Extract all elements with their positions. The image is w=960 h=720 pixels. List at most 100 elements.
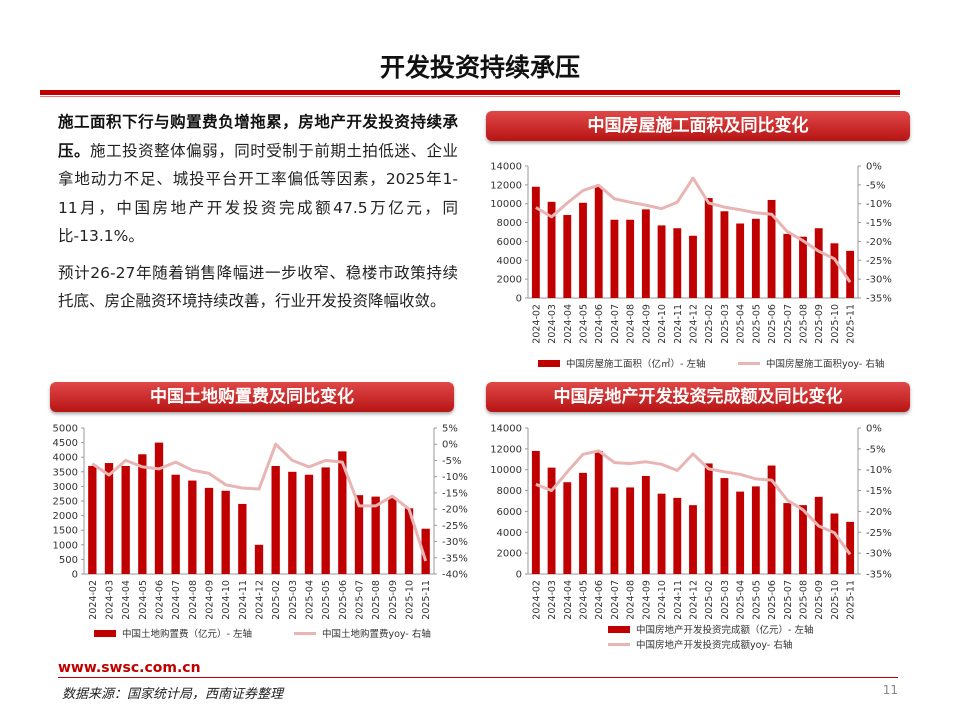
bar-2025-08	[799, 236, 807, 298]
left-tick-label: 4500	[53, 438, 78, 449]
paragraph-1-body: 施工投资整体偏弱，同时受制于前期土拍低迷、企业拿地动力不足、城投平台开工率偏低等…	[58, 141, 458, 246]
page-number: 11	[882, 683, 898, 697]
land-purchase-chart: 0 500 1000 1500 2000 2500 3000 3500 4000 4500 5000…	[53, 424, 468, 641]
bar-2024-02	[531, 450, 540, 574]
right-tick-label: -20%	[442, 505, 468, 516]
summary-text: 施工面积下行与购置费负增拖累，房地产开发投资持续承压。施工投资整体偏弱，同时受制…	[58, 108, 458, 324]
bar-2025-03	[720, 211, 729, 298]
category-label: 2025-08	[799, 304, 810, 344]
bar-2024-04	[563, 215, 572, 298]
right-tick-label: -25%	[442, 521, 468, 532]
left-tick-label: 12000	[490, 444, 522, 455]
category-label: 2025-11	[846, 304, 857, 344]
bar-2024-11	[238, 503, 247, 574]
left-tick-label: 0	[516, 294, 522, 305]
legend-bar-swatch	[94, 630, 116, 637]
bar-2024-02	[531, 186, 540, 298]
bar-2025-07	[783, 503, 792, 574]
right-tick-label: 0%	[442, 440, 458, 451]
right-tick-label: -30%	[866, 549, 892, 560]
category-label: 2025-09	[814, 580, 825, 620]
bar-2025-04	[736, 491, 745, 574]
category-label: 2024-02	[531, 580, 542, 620]
bar-2024-07	[171, 474, 180, 574]
category-label: 2025-04	[736, 304, 747, 344]
bar-2024-11	[673, 228, 682, 298]
footer-url[interactable]: www.swsc.com.cn	[58, 660, 201, 676]
bar-2024-10	[657, 493, 666, 574]
bar-2025-10	[830, 513, 839, 574]
right-tick-label: -15%	[866, 218, 892, 229]
right-tick-label: -35%	[866, 570, 892, 581]
bar-2024-10	[221, 490, 230, 574]
left-tick-label: 2000	[53, 511, 78, 522]
category-label: 2025-11	[421, 580, 432, 620]
bar-2024-08	[626, 219, 635, 298]
left-tick-label: 6000	[497, 237, 522, 248]
bar-2025-08	[371, 496, 380, 574]
bar-2025-03	[720, 478, 729, 574]
category-label: 2024-06	[155, 580, 166, 620]
right-tick-label: -5%	[866, 444, 885, 455]
category-label: 2025-02	[704, 304, 715, 344]
left-tick-label: 500	[59, 555, 78, 566]
right-tick-label: -25%	[866, 256, 892, 267]
left-tick-label: 4000	[497, 256, 522, 267]
left-tick-label: 3500	[53, 467, 78, 478]
title-divider	[40, 90, 900, 95]
bar-2025-08	[799, 505, 807, 574]
category-label: 2025-06	[767, 580, 778, 620]
bar-2024-03	[547, 201, 556, 298]
paragraph-1-lead: 施工面积下行与购置费负增拖累，房地产开发投资持续承压。	[58, 113, 458, 160]
bar-2025-09	[814, 496, 823, 574]
category-label: 2024-08	[626, 304, 637, 344]
bar-2025-05	[751, 486, 760, 574]
right-tick-label: 5%	[442, 424, 458, 435]
right-tick-label: -20%	[866, 237, 892, 248]
right-tick-label: -10%	[866, 199, 892, 210]
category-label: 2024-12	[689, 580, 700, 620]
left-tick-label: 1000	[53, 540, 78, 551]
bar-2024-04	[563, 482, 572, 574]
right-tick-label: -10%	[866, 465, 892, 476]
category-label: 2025-10	[830, 304, 841, 344]
bar-2025-09	[388, 498, 397, 574]
right-tick-label: -10%	[442, 472, 468, 483]
construction-area-chart: 0 2000 4000 6000 8000 10000 12000 14000 0% -5% -10…	[490, 162, 892, 371]
category-label: 2025-03	[720, 304, 731, 344]
bar-2025-10	[830, 243, 839, 298]
right-tick-label: 0%	[866, 424, 882, 435]
category-label: 2024-08	[626, 580, 637, 620]
bar-2024-11	[673, 497, 682, 574]
category-label: 2024-11	[673, 304, 684, 344]
category-label: 2025-10	[830, 580, 841, 620]
category-label: 2024-04	[563, 304, 574, 344]
bar-2025-05	[321, 467, 330, 574]
bar-2025-06	[767, 199, 776, 298]
right-tick-label: -15%	[866, 486, 892, 497]
category-label: 2025-05	[751, 580, 762, 620]
right-tick-label: -40%	[442, 570, 468, 581]
category-label: 2025-07	[783, 580, 794, 620]
bar-2024-05	[579, 472, 587, 574]
left-tick-label: 8000	[497, 218, 522, 229]
category-label: 2024-12	[689, 304, 700, 344]
bar-2025-06	[338, 451, 347, 574]
left-tick-label: 12000	[490, 180, 522, 191]
category-label: 2024-08	[188, 580, 199, 620]
right-tick-label: -5%	[442, 456, 461, 467]
category-label: 2024-04	[121, 580, 132, 620]
category-label: 2024-02	[88, 580, 99, 620]
category-label: 2025-09	[388, 580, 399, 620]
left-tick-label: 0	[72, 570, 78, 581]
category-label: 2024-10	[221, 580, 232, 620]
left-tick-label: 2500	[53, 497, 78, 508]
footer-divider	[58, 677, 898, 678]
land-chart-title: 中国土地购置费及同比变化	[50, 382, 454, 412]
bar-2024-06	[594, 186, 603, 298]
bar-2025-04	[304, 474, 314, 574]
bar-2025-05	[751, 218, 760, 298]
bar-2025-07	[783, 233, 792, 298]
category-label: 2024-11	[238, 580, 249, 620]
category-label: 2024-05	[138, 580, 149, 620]
